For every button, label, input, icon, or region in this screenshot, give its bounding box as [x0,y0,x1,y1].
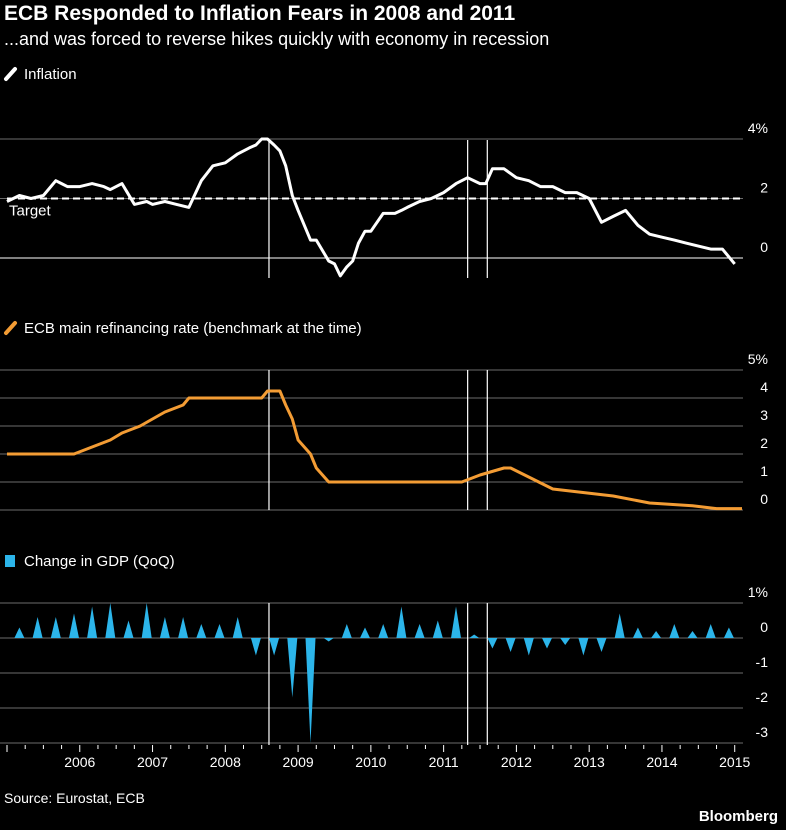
y-tick-label: 5% [748,351,768,367]
y-tick-label: 0 [760,619,768,635]
gdp-bar [250,638,261,656]
x-tick-label: 2006 [64,754,95,770]
gdp-bar [542,638,552,649]
gdp-bar [14,627,25,638]
x-tick-label: 2013 [574,754,605,770]
x-tick-label: 2012 [501,754,532,770]
y-tick-label: 0 [760,239,768,255]
x-tick-label: 2008 [210,754,241,770]
y-tick-label: 1% [748,584,768,600]
gdp-bar [305,638,316,743]
x-tick-label: 2009 [283,754,314,770]
x-tick-label: 2011 [429,754,459,770]
gdp-bar [487,638,498,649]
gdp-bar [560,638,571,645]
gdp-bar [323,638,334,642]
x-tick-label: 2007 [137,754,168,770]
y-tick-label: 2 [760,435,768,451]
chart-title: ECB Responded to Inflation Fears in 2008… [4,2,516,25]
gdp-bar [414,624,425,638]
gdp-bar [141,603,152,638]
gdp-bar [451,606,461,638]
y-tick-label: 3 [760,407,768,423]
target-label: Target [9,203,52,220]
gdp-bar [360,627,370,638]
gdp-bar [396,606,407,638]
gdp-bar [269,638,280,656]
gdp-bar [687,631,698,638]
gdp-bar [469,634,480,638]
gdp-bar [669,624,680,638]
x-tick-label: 2014 [646,754,677,770]
gdp-bar [87,606,98,638]
gdp-bar [341,624,352,638]
legend-label-0: Inflation [24,66,77,83]
gdp-bar [178,617,189,638]
gdp-bar [378,624,389,638]
y-tick-label: 0 [760,491,768,507]
y-tick-label: -2 [756,689,769,705]
gdp-bar [614,613,625,638]
gdp-bar [50,617,61,638]
brand-logo: Bloomberg [698,808,778,825]
gdp-bar [196,624,207,638]
legend-swatch-0 [4,67,17,81]
gdp-bar [705,624,716,638]
gdp-bar [432,620,443,638]
y-tick-label: 4% [748,120,768,136]
y-tick-label: 2 [760,180,768,196]
y-tick-label: -1 [756,654,769,670]
gdp-bar [651,631,662,638]
y-tick-label: -3 [756,724,769,740]
series-line-0 [6,137,736,278]
gdp-bar [214,624,225,638]
gdp-bar [596,638,607,652]
legend-label-1: ECB main refinancing rate (benchmark at … [24,320,362,337]
gdp-bar [105,603,116,638]
legend-swatch-2 [5,555,15,567]
gdp-bar [232,617,243,638]
gdp-bar [69,613,79,638]
gdp-bar [159,617,170,638]
gdp-bar [632,627,643,638]
x-tick-label: 2010 [355,754,386,770]
x-tick-label: 2015 [719,754,750,770]
legend-swatch-1 [4,321,17,335]
source-note: Source: Eurostat, ECB [4,790,145,806]
gdp-bar [578,638,589,656]
gdp-bar [32,617,43,638]
chart-subtitle: ...and was forced to reverse hikes quick… [4,29,550,49]
series-line-1 [7,389,742,511]
gdp-bar [723,627,734,638]
gdp-bar [123,620,134,638]
gdp-bar [505,638,516,652]
gdp-bar [287,638,298,698]
gdp-bar [523,638,534,656]
y-tick-label: 4 [760,379,768,395]
y-tick-label: 1 [760,463,768,479]
legend-label-2: Change in GDP (QoQ) [24,553,175,570]
